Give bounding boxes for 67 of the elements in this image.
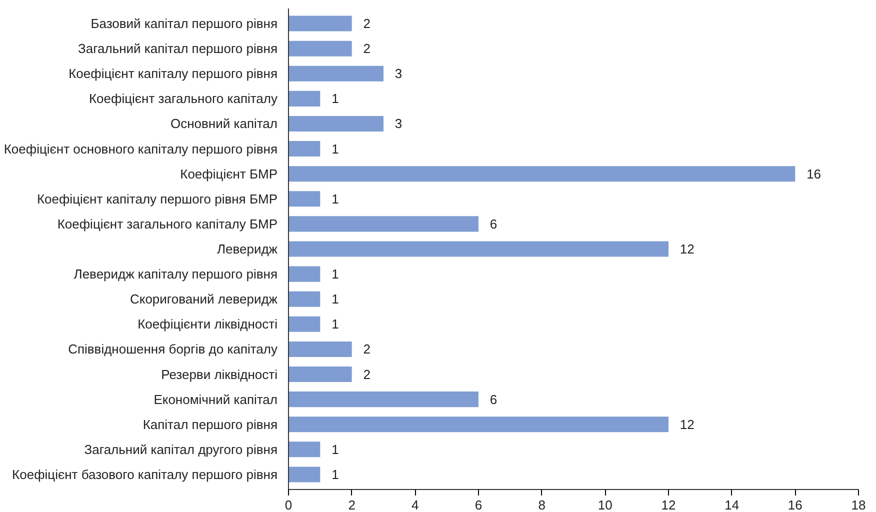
x-tick-label: 10 bbox=[598, 498, 612, 512]
y-tick-label: Коефіцієнт капіталу першого рівня bbox=[68, 66, 278, 82]
bar bbox=[288, 166, 796, 182]
data-label: 2 bbox=[363, 342, 370, 357]
bar bbox=[288, 116, 384, 132]
bar bbox=[288, 366, 352, 382]
y-tick-label: Коефіцієнт загального капіталу bbox=[88, 91, 278, 106]
y-tick-label: Резерви ліквідності bbox=[161, 366, 278, 382]
y-tick-label: Скоригований леверидж bbox=[130, 292, 278, 307]
y-tick-label: Коефіцієнт капіталу першого рівня БМР bbox=[36, 191, 278, 206]
y-tick-label: Коефіцієнти ліквідності bbox=[138, 316, 278, 332]
y-tick-label: Загальний капітал першого рівня bbox=[78, 41, 278, 56]
data-label: 1 bbox=[332, 466, 339, 482]
y-tick-label: Леверидж капіталу першого рівня bbox=[74, 266, 278, 282]
bar bbox=[288, 16, 352, 32]
data-label: 1 bbox=[332, 191, 339, 206]
bar bbox=[288, 316, 320, 332]
bar bbox=[288, 66, 384, 82]
data-label: 2 bbox=[363, 41, 370, 56]
data-label: 1 bbox=[332, 316, 339, 332]
y-tick-label: Співвідношення боргів до капіталу bbox=[68, 342, 278, 357]
y-tick-label: Економічний капітал bbox=[154, 392, 278, 407]
bar bbox=[288, 216, 478, 232]
data-label: 12 bbox=[680, 416, 694, 432]
bar bbox=[288, 291, 320, 307]
y-tick-label: Загальний капітал другого рівня bbox=[84, 442, 278, 457]
data-label: 1 bbox=[332, 91, 339, 106]
y-tick-label: Коефіцієнт основного капіталу першого рівня bbox=[4, 141, 278, 156]
data-label: 2 bbox=[363, 366, 370, 382]
bar bbox=[288, 392, 478, 408]
bar bbox=[288, 416, 668, 432]
y-tick-label: Леверидж bbox=[216, 242, 278, 256]
bar bbox=[288, 266, 320, 282]
bar bbox=[288, 341, 352, 357]
bar bbox=[288, 90, 320, 106]
x-tick-label: 4 bbox=[412, 498, 419, 512]
data-label: 12 bbox=[680, 242, 694, 256]
y-tick-label: Базовий капітал першого рівня bbox=[90, 16, 278, 32]
y-tick-label: Основний капітал bbox=[170, 116, 278, 132]
x-tick-label: 8 bbox=[538, 498, 546, 512]
x-tick-label: 12 bbox=[661, 498, 676, 512]
y-tick-label: Коефіцієнт БМР bbox=[180, 166, 278, 182]
data-label: 16 bbox=[806, 166, 822, 182]
x-tick-label: 18 bbox=[851, 498, 866, 512]
x-tick-label: 0 bbox=[284, 498, 292, 512]
data-label: 6 bbox=[490, 392, 498, 407]
data-label: 1 bbox=[332, 266, 339, 282]
data-label: 1 bbox=[332, 442, 339, 457]
bar bbox=[288, 191, 320, 207]
bar bbox=[288, 141, 320, 157]
x-tick-label: 16 bbox=[788, 498, 802, 512]
data-label: 3 bbox=[394, 116, 402, 132]
bar bbox=[288, 241, 668, 257]
bar bbox=[288, 466, 320, 482]
data-label: 2 bbox=[363, 16, 370, 32]
y-tick-label: Коефіцієнт базового капіталу першого рівня bbox=[12, 466, 278, 482]
x-tick-label: 2 bbox=[348, 498, 356, 512]
y-tick-label: Коефіцієнт загального капіталу БМР bbox=[57, 216, 278, 232]
data-label: 6 bbox=[490, 216, 498, 232]
data-label: 3 bbox=[394, 66, 402, 82]
x-tick-label: 6 bbox=[474, 498, 482, 512]
x-tick-label: 14 bbox=[724, 498, 740, 512]
bar bbox=[288, 40, 352, 56]
data-label: 1 bbox=[332, 292, 339, 307]
bar bbox=[288, 442, 320, 458]
y-tick-label: Капітал першого рівня bbox=[142, 416, 278, 432]
data-label: 1 bbox=[332, 141, 339, 156]
